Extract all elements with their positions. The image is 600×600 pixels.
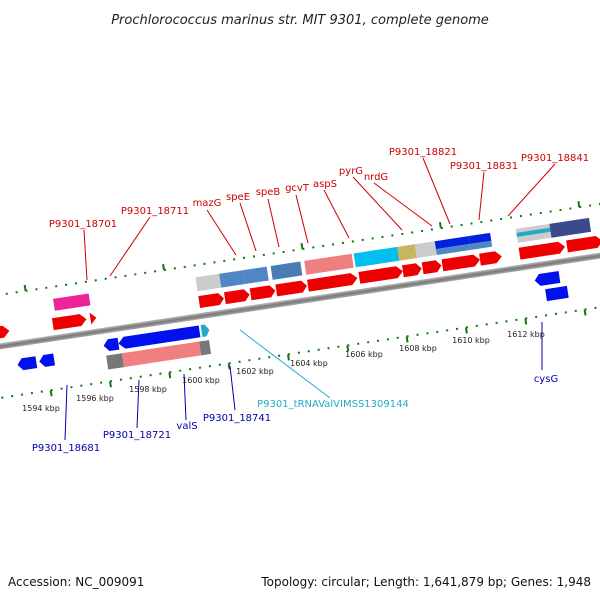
genome-stats-text: Topology: circular; Length: 1,641,879 bp…: [260, 575, 591, 589]
top-feature-band: [53, 217, 592, 311]
top-strand-genes: [0, 236, 600, 341]
p9301-18741-label: P9301_18741: [203, 413, 271, 424]
pyrg-label: pyrG: [339, 166, 363, 177]
kbp-label: 1608 kbp: [399, 344, 437, 353]
p9301-18711-label: P9301_18711: [121, 206, 189, 217]
kbp-label: 1594 kbp: [22, 404, 60, 413]
p9301-18821-label: P9301_18821: [389, 147, 457, 158]
kbp-label: 1600 kbp: [182, 376, 220, 385]
vals-label: valS: [176, 421, 197, 432]
top-tick-row: [0, 189, 600, 306]
kbp-label: 1612 kbp: [507, 330, 545, 339]
p9301-18681-label: P9301_18681: [32, 443, 100, 454]
map-title: Prochlorococcus marinus str. MIT 9301, c…: [111, 13, 489, 28]
p9301-18841-label: P9301_18841: [521, 153, 589, 164]
trna-feature: [200, 324, 210, 338]
bottom-leader-lines: [64, 322, 543, 441]
kbp-label: 1610 kbp: [452, 336, 490, 345]
bottom-gene-labels: P9301_18681 P9301_18721 valS P9301_18741…: [32, 374, 558, 454]
trna-val-label: P9301_tRNAValVIMSS1309144: [257, 399, 409, 410]
p9301-18831-label: P9301_18831: [450, 161, 518, 172]
mazg-label: mazG: [193, 198, 222, 209]
speb-label: speB: [256, 187, 281, 198]
accession-text: Accession: NC_009091: [8, 575, 144, 589]
kbp-labels: 1594 kbp 1596 kbp 1598 kbp 1600 kbp 1602…: [22, 330, 545, 413]
asps-label: aspS: [313, 179, 337, 190]
kbp-label: 1596 kbp: [76, 394, 114, 403]
kbp-label: 1604 kbp: [290, 359, 328, 368]
kbp-label: 1602 kbp: [236, 367, 274, 376]
nrdg-label: nrdG: [364, 172, 388, 183]
bottom-strand-genes: [17, 271, 569, 371]
p9301-18701-label: P9301_18701: [49, 219, 117, 230]
genome-backbone: [0, 235, 600, 361]
bottom-tick-row: [0, 290, 600, 407]
spee-label: speE: [226, 192, 250, 203]
bottom-feature-band: [106, 340, 212, 370]
gcvt-label: gcvT: [285, 183, 310, 194]
p9301-18721-label: P9301_18721: [103, 430, 171, 441]
genome-track: [0, 189, 600, 407]
kbp-label: 1606 kbp: [345, 350, 383, 359]
cysg-label: cysG: [534, 374, 558, 385]
kbp-label: 1598 kbp: [129, 385, 167, 394]
top-leader-lines: [83, 157, 556, 281]
top-gene-labels: P9301_18701 P9301_18711 mazG speE speB g…: [49, 147, 589, 230]
